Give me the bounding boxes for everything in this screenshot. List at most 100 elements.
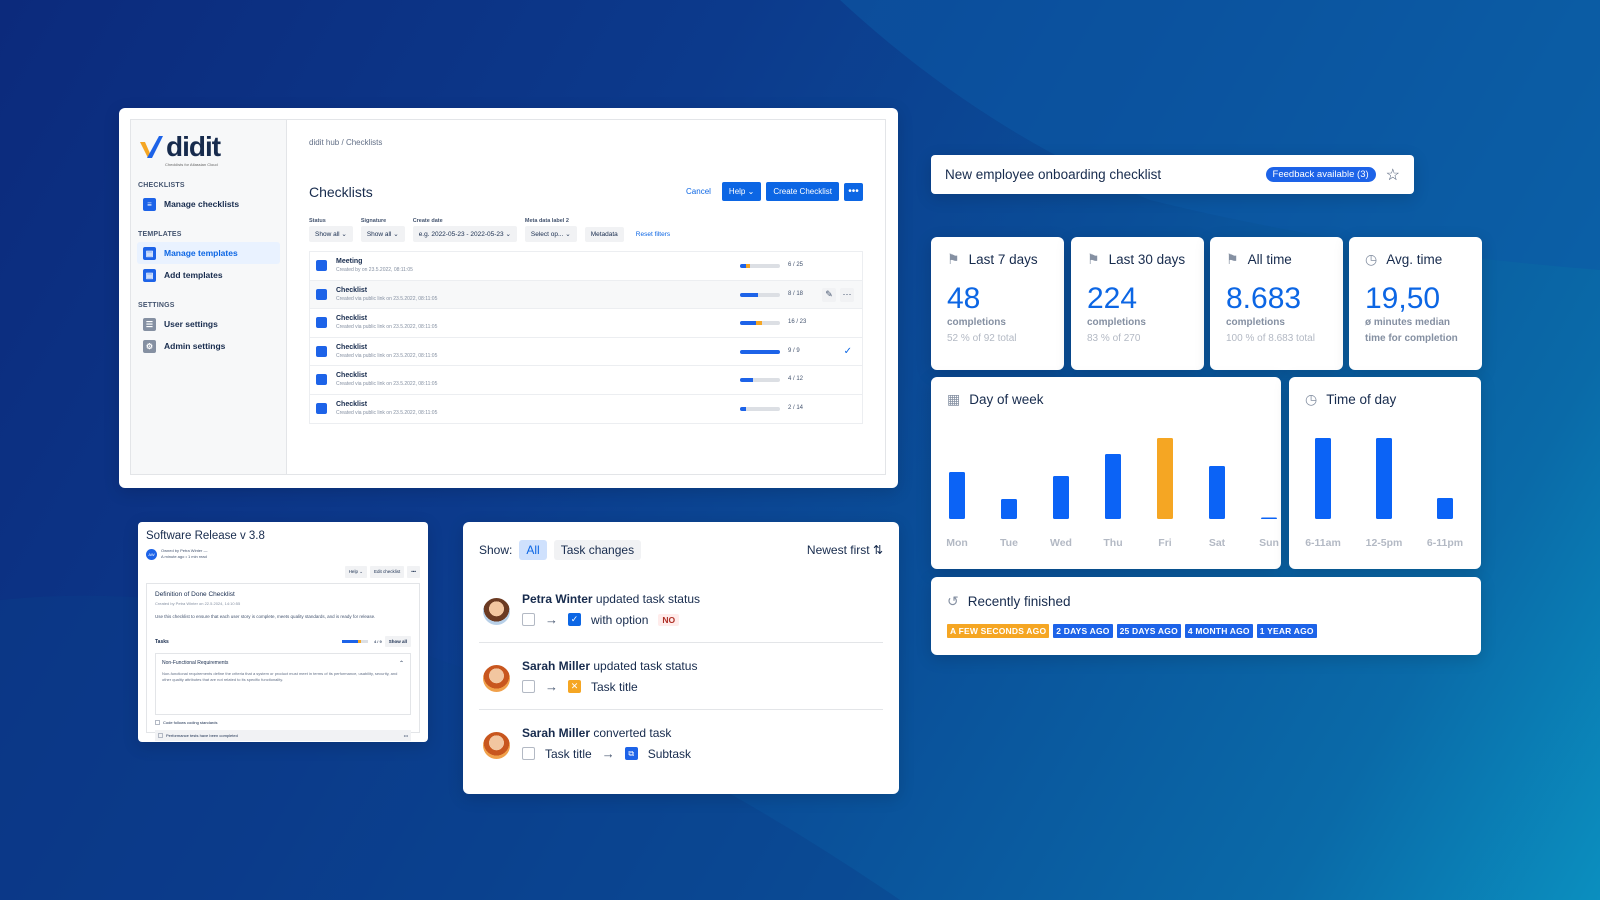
chart-title: Day of week <box>969 392 1044 407</box>
sidebar-item-label: User settings <box>164 319 218 329</box>
checklist-icon <box>316 260 327 272</box>
more-button[interactable]: ••• <box>407 566 420 578</box>
arrow-right-icon: → <box>545 679 558 694</box>
status-filter-value: Show all <box>315 231 340 238</box>
progress-fill <box>740 292 758 297</box>
chevron-down-icon: ⌄ <box>359 569 363 574</box>
event-user[interactable]: Petra Winter <box>522 592 593 606</box>
time-of-day-chart: ◷ Time of day 6-11am 12-5pm 6-11pm <box>1289 377 1481 569</box>
show-all-button[interactable]: Show all <box>384 636 411 647</box>
metadata-button[interactable]: Metadata <box>584 227 624 242</box>
table-row[interactable]: Meeting Created by on 23.5.2022, 08:11:05… <box>310 252 862 281</box>
table-row[interactable]: Checklist Created via public link on 23.5… <box>310 395 862 424</box>
sidebar-item-user-settings[interactable]: ☰ User settings <box>137 313 280 335</box>
software-release-card: Software Release v 3.8 AW Owned by Petra… <box>138 522 428 742</box>
table-row[interactable]: Checklist Created via public link on 23.5… <box>310 280 862 309</box>
breadcrumb-current[interactable]: Checklists <box>345 138 383 147</box>
filter-chip-task-changes[interactable]: Task changes <box>553 540 642 560</box>
gear-icon: ⚙ <box>143 339 156 353</box>
progress-bar <box>740 378 780 382</box>
sidebar-item-manage-checklists[interactable]: ≡ Manage checklists <box>137 193 280 215</box>
signature-filter-select[interactable]: Show all ⌄ <box>360 226 405 242</box>
arrow-right-icon: → <box>601 746 615 761</box>
event-user[interactable]: Sarah Miller <box>522 659 591 673</box>
release-title: Software Release v 3.8 <box>146 530 265 542</box>
table-row[interactable]: Checklist Created via public link on 23.5… <box>310 338 862 366</box>
check-icon: ✓ <box>843 345 852 357</box>
sidebar-item-label: Admin settings <box>164 341 226 351</box>
row-count: 16 / 23 <box>788 319 807 325</box>
clock-icon: ◷ <box>1305 391 1318 407</box>
checklist-icon <box>316 317 327 329</box>
table-row[interactable]: Checklist Created via public link on 23.5… <box>310 366 862 395</box>
more-actions-button[interactable]: ••• <box>844 182 863 201</box>
cancel-button[interactable]: Cancel <box>686 187 711 196</box>
feedback-badge[interactable]: Feedback available (3) <box>1265 167 1376 182</box>
checkbox[interactable] <box>155 720 160 725</box>
day-of-week-bars: Mon Tue Wed Thu Fri Sat Sun <box>946 438 1279 549</box>
row-count: 4 / 12 <box>788 376 804 382</box>
progress-bar <box>740 292 780 297</box>
bar-thu <box>1105 454 1121 519</box>
row-subtitle: Created via public link on 23.5.2022, 08… <box>336 410 438 417</box>
reset-filters-link[interactable]: Reset filters <box>635 231 671 238</box>
more-icon[interactable]: ••• <box>403 733 408 738</box>
checkbox[interactable] <box>158 733 163 738</box>
checklist-item[interactable]: Performance tests have been completed ••• <box>155 730 411 741</box>
filter-chip-all[interactable]: All <box>519 540 547 560</box>
edit-checklist-button[interactable]: Edit checklist <box>370 566 405 578</box>
history-icon: ↺ <box>947 593 959 609</box>
checklist-item-label: Performance tests have been completed <box>166 733 238 738</box>
row-subtitle: Created by on 23.5.2022, 08:11:05 <box>336 267 413 274</box>
bar-sun <box>1261 517 1277 519</box>
chevron-down-icon: ⌄ <box>747 187 755 196</box>
filter-bar: Status Show all ⌄ Signature Show all ⌄ C… <box>309 218 863 242</box>
row-actions: ✎ ⋯ <box>822 287 854 302</box>
stat-value: 8.683 <box>1226 282 1302 315</box>
progress-bar <box>740 264 780 268</box>
create-date-filter-input[interactable]: e.g. 2022-05-23 - 2022-05-23 ⌄ <box>412 226 517 242</box>
dod-title: Definition of Done Checklist <box>155 591 235 598</box>
checkbox-checked-icon: ✓ <box>568 613 581 626</box>
time-pill: 4 MONTH AGO <box>1184 624 1253 638</box>
sort-dropdown[interactable]: Newest first ⇅ <box>807 543 883 557</box>
edit-icon[interactable]: ✎ <box>822 287 836 302</box>
x-tick-label: Fri <box>1158 537 1172 549</box>
sort-label: Newest first <box>806 543 870 557</box>
row-title: Checklist <box>336 372 368 380</box>
row-count: 6 / 25 <box>788 262 804 268</box>
sidebar-item-manage-templates[interactable]: ▤ Manage templates <box>137 242 280 264</box>
create-checklist-button[interactable]: Create Checklist <box>766 182 839 201</box>
list-icon: ≡ <box>143 197 156 211</box>
table-row[interactable]: Checklist Created via public link on 23.5… <box>310 309 862 338</box>
meta-filter-select[interactable]: Select op... ⌄ <box>524 226 577 242</box>
logo-subtitle: Checklists for Atlassian Cloud <box>165 162 218 167</box>
checkbox-unchecked-icon <box>522 680 535 693</box>
bar-tue <box>1001 499 1017 519</box>
stat-card-last-7-days: ⚑ Last 7 days 48 completions 52 % of 92 t… <box>931 237 1064 370</box>
sidebar-item-add-templates[interactable]: ▤ Add templates <box>137 264 280 286</box>
row-subtitle: Created via public link on 23.5.2022, 08… <box>336 381 438 388</box>
more-icon[interactable]: ⋯ <box>840 287 854 302</box>
x-tick-label: 12-5pm <box>1366 537 1403 549</box>
help-button[interactable]: Help ⌄ <box>344 566 367 578</box>
breadcrumb-root[interactable]: didit hub <box>309 138 340 147</box>
row-count: 2 / 14 <box>788 404 804 411</box>
chevron-up-icon[interactable]: ⌃ <box>398 661 404 667</box>
row-subtitle: Created via public link on 23.5.2022, 08… <box>336 295 438 302</box>
row-title: Checklist <box>336 401 368 409</box>
event-action: converted task <box>593 726 672 740</box>
stat-sub: time for completion <box>1365 333 1458 344</box>
star-icon[interactable]: ☆ <box>1385 166 1400 184</box>
stat-unit: completions <box>947 317 1006 328</box>
activity-event: Petra Winter updated task status → ✓ wit… <box>479 576 883 643</box>
event-user[interactable]: Sarah Miller <box>522 726 591 740</box>
status-filter-select[interactable]: Show all ⌄ <box>309 226 353 242</box>
progress-fill-orange <box>756 321 762 325</box>
time-of-day-bars: 6-11am 12-5pm 6-11pm <box>1305 438 1463 549</box>
checklist-item[interactable]: Code follows coding standards <box>155 720 411 725</box>
arrow-right-icon: → <box>545 612 558 627</box>
help-button[interactable]: Help ⌄ <box>721 182 762 201</box>
flag-icon: ⚑ <box>1087 251 1100 267</box>
sidebar-item-admin-settings[interactable]: ⚙ Admin settings <box>137 335 280 357</box>
